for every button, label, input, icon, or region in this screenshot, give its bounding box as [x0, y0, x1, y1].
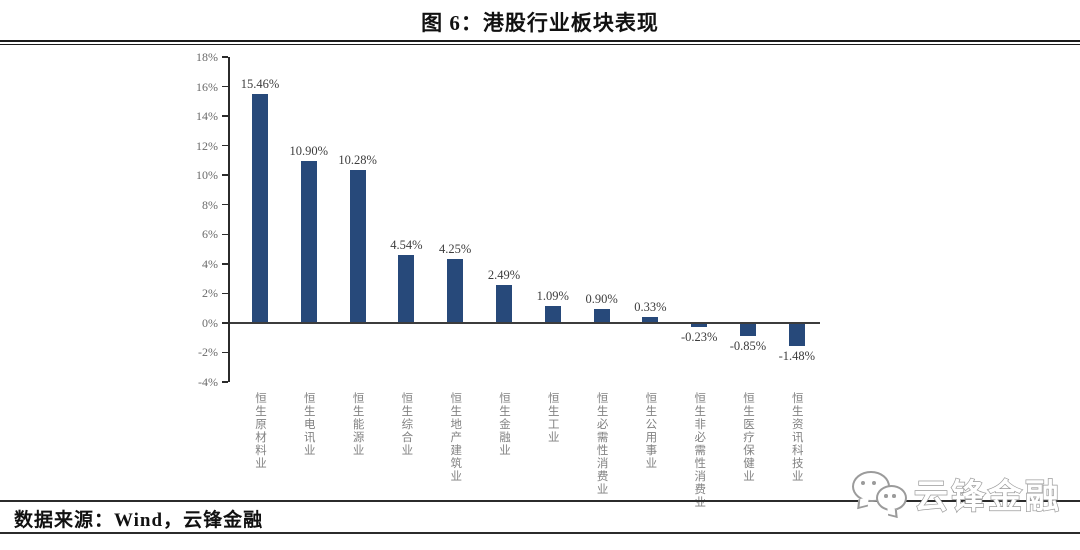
- category-label: 恒生公用事业: [644, 392, 657, 470]
- y-axis-tick-label: 16%: [196, 79, 218, 94]
- y-axis-tick: [222, 174, 228, 176]
- y-axis-tick-label: 10%: [196, 168, 218, 183]
- y-axis: [228, 57, 230, 382]
- y-axis-tick: [222, 144, 228, 147]
- footer-top-divider-line: [0, 500, 1080, 502]
- bar: [349, 170, 366, 322]
- y-axis-tick-label: 12%: [196, 138, 218, 153]
- data-source-note: 数据来源：Wind，云锋金融: [14, 510, 264, 531]
- y-axis-tick: [222, 115, 228, 117]
- y-axis-tick: [222, 85, 228, 88]
- y-axis-tick-label: -2%: [198, 345, 218, 360]
- bar-value-label: -1.48%: [778, 348, 816, 363]
- bar: [544, 305, 561, 322]
- category-label: 恒生原材料业: [254, 392, 266, 470]
- chat-bubble-large-tail: [857, 496, 869, 510]
- y-axis-tick: [222, 203, 228, 206]
- y-axis-tick: [222, 322, 228, 324]
- bar: [642, 317, 659, 322]
- bar-value-label: 10.90%: [289, 143, 329, 158]
- y-axis-tick: [222, 56, 228, 58]
- bar-value-label: -0.85%: [729, 339, 767, 354]
- bar-value-label: 2.49%: [487, 268, 521, 283]
- bar-value-label: 15.46%: [240, 76, 280, 91]
- category-label: 恒生非必需性消费业: [693, 392, 706, 509]
- chat-bubbles-icon: [850, 468, 908, 519]
- bar-value-label: 1.09%: [536, 288, 569, 303]
- y-axis-tick-label: -4%: [198, 375, 218, 389]
- bar: [788, 323, 805, 346]
- bar: [300, 160, 317, 322]
- y-axis-tick-label: 4%: [202, 256, 218, 271]
- category-label: 恒生电讯业: [302, 392, 315, 457]
- bar-value-label: 0.90%: [585, 291, 618, 306]
- chart-title: 图 6：港股行业板块表现: [421, 11, 659, 35]
- y-axis-tick: [222, 233, 228, 236]
- chat-bubble-small-tail: [887, 506, 898, 519]
- bar: [398, 254, 415, 322]
- y-axis-tick-label: 14%: [196, 109, 218, 124]
- bar-value-label: 0.33%: [634, 300, 667, 315]
- category-label: 恒生综合业: [400, 392, 413, 457]
- bar: [593, 308, 610, 322]
- y-axis-tick: [222, 263, 228, 265]
- category-label: 恒生金融业: [498, 392, 510, 457]
- y-axis-tick-label: 18%: [196, 50, 218, 64]
- bar: [740, 323, 756, 337]
- brand-watermark: 云锋金融: [850, 468, 1062, 519]
- category-label: 恒生能源业: [351, 392, 364, 457]
- category-label: 恒生必需性消费业: [595, 392, 608, 496]
- bar: [447, 259, 464, 322]
- bar-value-label: 4.25%: [439, 242, 472, 257]
- bar: [496, 285, 512, 322]
- y-axis-tick-label: 8%: [202, 197, 218, 212]
- category-label: 恒生医疗保健业: [742, 392, 754, 483]
- bar-value-label: 10.28%: [338, 153, 377, 168]
- y-axis-tick-label: 6%: [202, 227, 218, 242]
- category-label: 恒生地产建筑业: [449, 392, 462, 483]
- y-axis-tick: [222, 351, 228, 354]
- bar-value-label: 4.54%: [390, 237, 423, 252]
- watermark-brand-text: 云锋金融: [913, 478, 1062, 516]
- title-divider-line: [0, 40, 1080, 45]
- bar: [252, 93, 268, 322]
- y-axis-tick: [222, 292, 228, 295]
- y-axis-tick-label: 2%: [202, 286, 218, 301]
- footer-bottom-divider-line: [0, 532, 1080, 534]
- y-axis-tick: [222, 381, 228, 383]
- y-axis-tick-label: 0%: [202, 315, 218, 330]
- category-label: 恒生资讯科技业: [790, 392, 803, 483]
- bar: [691, 323, 708, 328]
- zero-baseline: [230, 321, 820, 324]
- bar-value-label: -0.23%: [680, 330, 718, 345]
- category-label: 恒生工业: [546, 392, 559, 444]
